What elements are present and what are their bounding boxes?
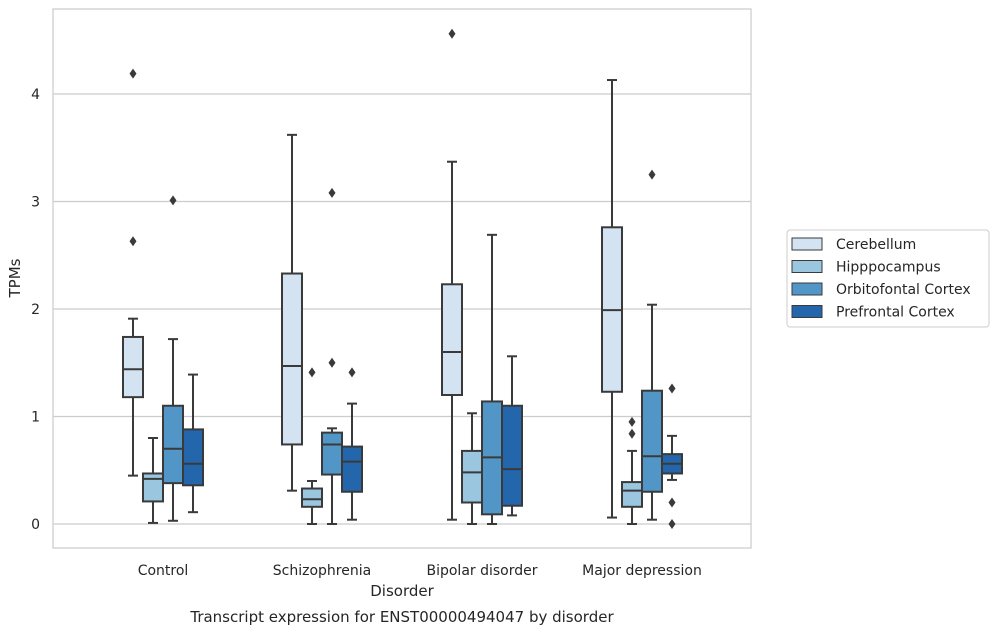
- legend: Cerebellum Hipppocampus Orbitofontal Corte…: [786, 229, 990, 328]
- outlier-point: [129, 236, 137, 247]
- x-tick-label: Bipolar disorder: [426, 563, 537, 579]
- box-iqr: [162, 404, 184, 485]
- box-1-0: [142, 437, 164, 524]
- box-1-2: [461, 412, 483, 525]
- legend-swatch: [791, 282, 823, 296]
- outlier-point: [328, 187, 336, 198]
- y-tick-label: 0: [31, 517, 40, 533]
- box-iqr: [341, 445, 363, 493]
- legend-label: Cerebellum: [836, 237, 916, 253]
- box-2-1: [321, 187, 343, 525]
- box-iqr: [501, 404, 523, 507]
- chart-caption: Transcript expression for ENST0000049404…: [189, 608, 614, 626]
- x-axis: Control Schizophrenia Bipolar disorder Majo…: [138, 563, 702, 579]
- box-2-3: [641, 169, 663, 521]
- box-iqr: [621, 481, 643, 508]
- outlier-point: [308, 367, 316, 378]
- box-iqr: [122, 335, 144, 399]
- outlier-point: [328, 357, 336, 368]
- outlier-point: [129, 68, 137, 79]
- box-3-1: [341, 367, 363, 521]
- box-iqr: [182, 428, 204, 487]
- outlier-point: [448, 28, 456, 39]
- legend-frame: [786, 229, 990, 328]
- box-iqr: [321, 431, 343, 476]
- y-tick-label: 1: [31, 410, 40, 426]
- box-iqr: [142, 472, 164, 503]
- box-iqr: [441, 283, 463, 396]
- legend-swatch: [791, 305, 823, 318]
- box-iqr: [461, 449, 483, 504]
- legend-swatch: [791, 260, 823, 273]
- box-iqr: [301, 487, 323, 508]
- box-iqr: [641, 389, 663, 493]
- outlier-point: [668, 519, 676, 529]
- plot-area: [122, 28, 683, 529]
- box-2-0: [162, 195, 184, 522]
- box-3-2: [501, 355, 523, 517]
- outlier-point: [628, 416, 636, 427]
- box-2-2: [481, 233, 503, 525]
- legend-label: Orbitofontal Cortex: [836, 282, 971, 298]
- box-3-3: [661, 383, 683, 529]
- x-tick-label: Major depression: [582, 563, 702, 579]
- y-tick-label: 4: [31, 87, 40, 103]
- box-0-2: [441, 28, 463, 521]
- legend-label: Prefrontal Cortex: [836, 305, 955, 321]
- box-1-3: [621, 416, 643, 525]
- x-tick-label: Control: [138, 563, 189, 579]
- x-tick-label: Schizophrenia: [273, 563, 371, 579]
- y-axis-title: TPMs: [6, 258, 24, 298]
- plot-frame: [52, 8, 752, 549]
- outlier-point: [628, 428, 636, 439]
- box-iqr: [281, 272, 303, 446]
- box-0-0: [122, 68, 144, 477]
- y-axis: 0 1 2 3 4: [31, 87, 40, 533]
- y-tick-label: 3: [31, 195, 40, 211]
- outlier-point: [348, 367, 356, 378]
- box-0-1: [281, 133, 303, 492]
- x-axis-title: Disorder: [370, 582, 434, 600]
- outlier-point: [668, 383, 676, 394]
- box-3-0: [182, 373, 204, 514]
- legend-swatch: [791, 237, 823, 251]
- outlier-point: [648, 169, 656, 180]
- y-tick-label: 2: [31, 302, 40, 318]
- box-0-3: [601, 79, 623, 519]
- legend-label: Hipppocampus: [836, 260, 941, 276]
- outlier-point: [668, 497, 676, 508]
- outlier-point: [169, 195, 177, 206]
- box-1-1: [301, 367, 323, 525]
